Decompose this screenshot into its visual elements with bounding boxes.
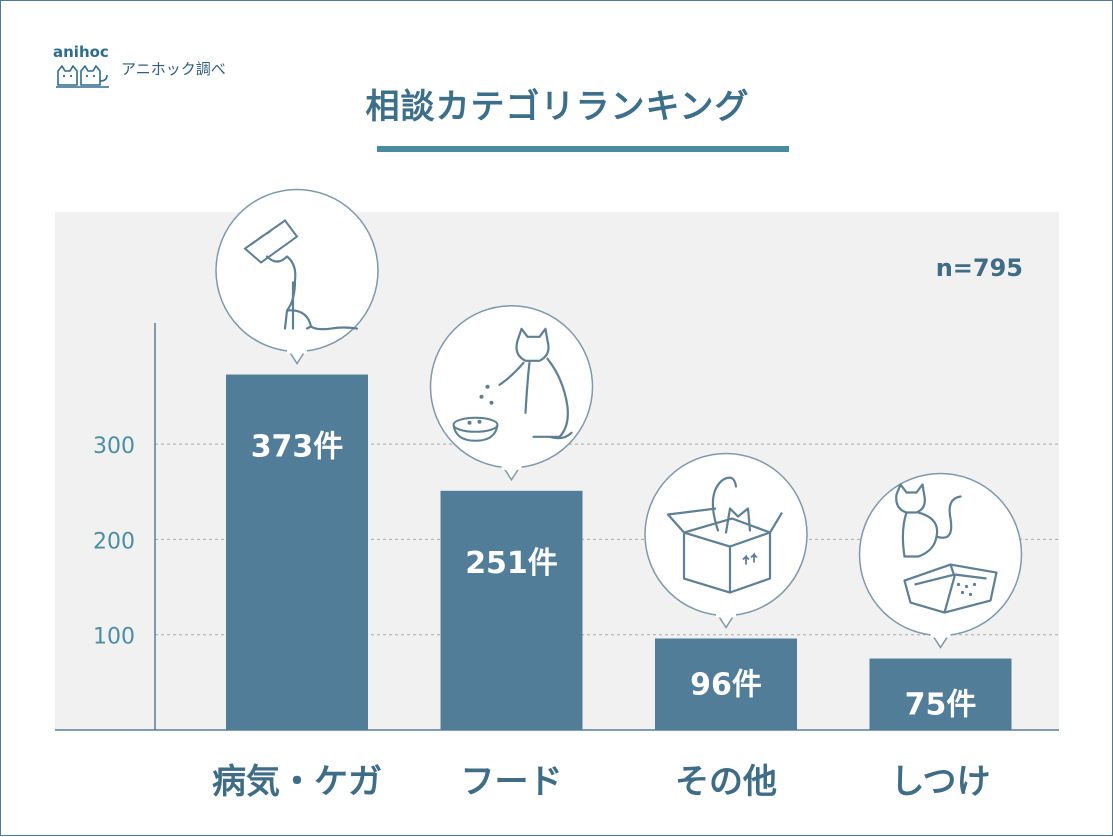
category-label: その他 [675,762,777,802]
y-tick-label: 100 [93,625,135,650]
y-tick-label: 300 [93,434,135,459]
category-label: フード [461,762,563,802]
bar-1 [440,490,583,730]
brand-name: anihoc [53,43,109,61]
title-underline [377,146,789,152]
cat-with-cone-icon [215,188,379,365]
bar-2 [655,638,797,730]
category-label: しつけ [891,762,991,802]
cat-litter-box-icon [858,472,1023,649]
brand-subtitle: アニホック調べ [121,60,226,78]
cats-logo-icon [56,65,109,88]
bar-0 [226,374,368,730]
y-tick-label: 200 [93,529,135,554]
cat-eating-food-icon [429,305,594,482]
bar-value-label: 96件 [690,668,762,703]
bar-value-label: 251件 [465,546,558,581]
sample-size-annotation: n=795 [936,254,1023,282]
cat-in-box-icon [644,452,808,629]
category-label: 病気・ケガ [212,762,382,802]
bar-value-label: 373件 [251,430,344,465]
chart-title: 相談カテゴリランキング [365,87,750,127]
bar-3 [869,658,1012,730]
brand: anihoc アニホック調べ [53,43,273,93]
bar-value-label: 75件 [905,688,977,723]
